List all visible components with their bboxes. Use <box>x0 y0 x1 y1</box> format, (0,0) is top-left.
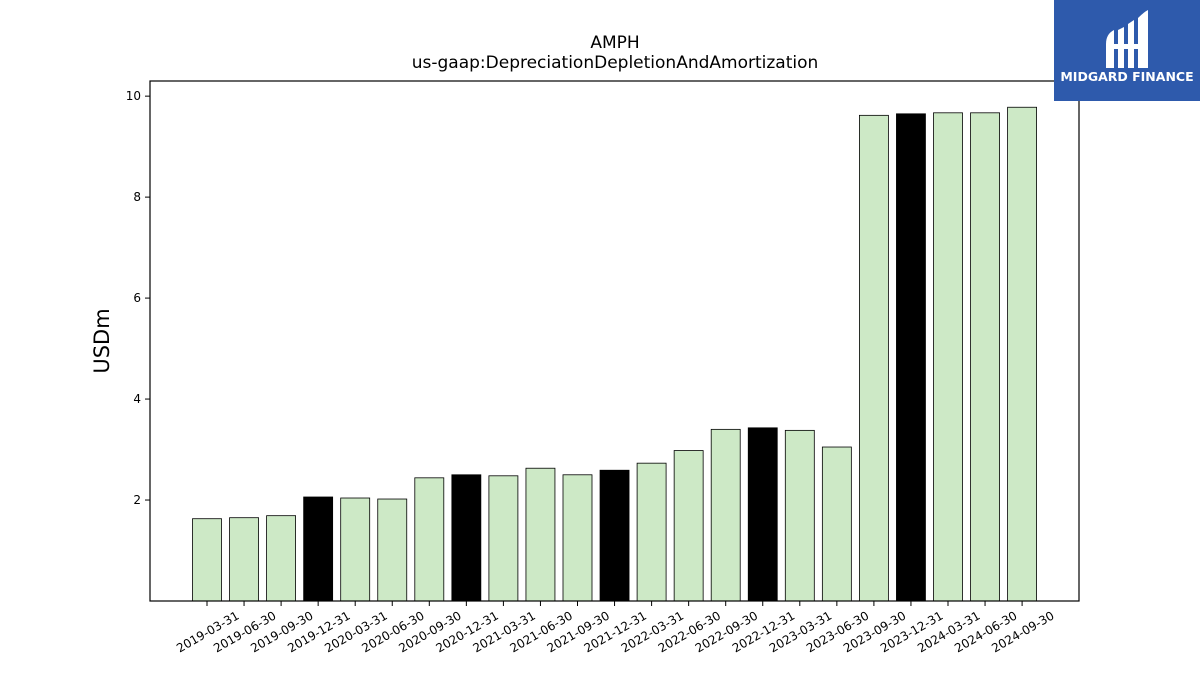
bar-2021-03-31 <box>488 475 519 602</box>
logo: MIDGARD FINANCE <box>1054 0 1200 101</box>
bar-2020-09-30 <box>414 477 445 602</box>
x-ticks-group: 2019-03-312019-06-302019-09-302019-12-31… <box>174 601 1057 655</box>
y-tick-label: 6 <box>133 291 141 305</box>
bar-2023-06-30 <box>821 446 852 602</box>
logo-background <box>1054 0 1200 101</box>
bar-2023-03-31 <box>784 429 815 602</box>
y-ticks-group: 2 4 6 8 10 <box>126 89 150 507</box>
y-axis-label: USDm <box>90 308 114 373</box>
bar-2021-12-31 <box>599 469 630 602</box>
midgard-logo-icon <box>1106 10 1148 68</box>
bar-2022-12-31 <box>747 427 778 602</box>
bar-2021-06-30 <box>525 467 556 602</box>
bar-2020-06-30 <box>377 498 408 602</box>
y-tick-label: 4 <box>133 392 141 406</box>
y-tick-label: 8 <box>133 190 141 204</box>
bar-2020-12-31 <box>451 474 482 602</box>
bar-2019-12-31 <box>303 496 334 602</box>
plot-frame <box>149 80 1080 602</box>
chart-title: AMPH <box>590 33 639 53</box>
bars-group <box>192 106 1037 602</box>
bar-2024-06-30 <box>970 112 1000 602</box>
bar-2019-03-31 <box>192 518 222 602</box>
bar-2023-09-30 <box>859 114 889 602</box>
y-tick-label: 2 <box>133 493 141 507</box>
bar-2024-03-31 <box>933 112 963 602</box>
bar-2022-09-30 <box>710 428 741 602</box>
bar-2021-09-30 <box>562 474 593 602</box>
logo-text: MIDGARD FINANCE <box>1060 69 1193 84</box>
bar-2022-03-31 <box>636 462 667 602</box>
chart-subtitle: us-gaap:DepreciationDepletionAndAmortiza… <box>412 53 819 73</box>
bar-2023-12-31 <box>896 113 926 602</box>
y-tick-label: 10 <box>126 89 141 103</box>
bar-2019-06-30 <box>229 517 259 602</box>
bar-2022-06-30 <box>673 450 704 602</box>
bar-2020-03-31 <box>340 497 371 602</box>
bar-2024-09-30 <box>1007 106 1037 602</box>
bar-2019-09-30 <box>266 515 297 602</box>
